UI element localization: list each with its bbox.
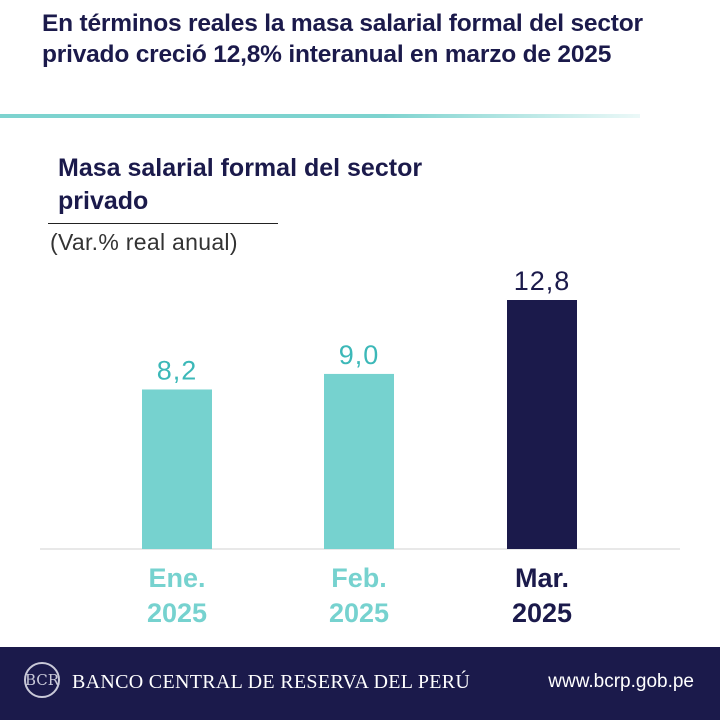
footer-bank-name: BANCO CENTRAL DE RESERVA DEL PERÚ	[72, 671, 471, 693]
bar-1	[142, 389, 212, 549]
footer: BCR BANCO CENTRAL DE RESERVA DEL PERÚ ww…	[0, 647, 720, 720]
chart-title: Masa salarial formal del sector privado	[58, 154, 423, 215]
category-year-label-2: 2025	[329, 598, 389, 628]
headline: En términos reales la masa salarial form…	[42, 10, 643, 68]
chart-title-underline	[48, 223, 278, 224]
footer-url[interactable]: www.bcrp.gob.pe	[548, 671, 694, 692]
category-month-label-3: Mar.	[515, 563, 569, 593]
category-month-label-2: Feb.	[331, 563, 387, 593]
bar-chart: 8,2 Ene. 2025 9,0 Feb. 2025 12,8 Mar. 2025	[40, 266, 680, 628]
value-label-1: 8,2	[157, 355, 198, 385]
headline-divider	[0, 114, 640, 118]
logo-text: BCR	[24, 671, 60, 689]
value-label-2: 9,0	[339, 340, 380, 370]
bcrp-seal-icon: BCR	[24, 662, 60, 698]
chart-subtitle: (Var.% real anual)	[50, 229, 238, 255]
category-year-label-3: 2025	[512, 598, 572, 628]
bar-3	[507, 300, 577, 549]
bar-2	[324, 373, 394, 549]
category-year-label-1: 2025	[147, 598, 207, 628]
category-month-label-1: Ene.	[148, 563, 205, 593]
value-label-3: 12,8	[514, 266, 571, 296]
